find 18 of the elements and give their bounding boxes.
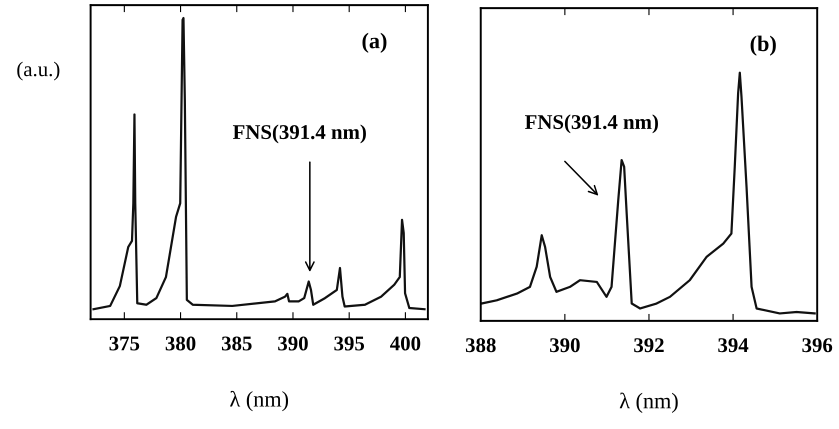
- text: (b): [750, 36, 776, 56]
- y-axis-title: (a.u.): [17, 62, 60, 81]
- x-tick-label: 385: [222, 336, 252, 351]
- x-tick-label: 388: [466, 338, 496, 352]
- annotation: FNS(391.4 nm): [232, 124, 366, 144]
- x-axis-title: λ (nm): [620, 392, 678, 413]
- x-tick-label: 400: [390, 336, 420, 351]
- x-axis-title: λ (nm): [230, 390, 288, 412]
- x-tick-label: 392: [634, 338, 664, 352]
- x-tick-label: 396: [802, 338, 832, 352]
- x-tick-label: 390: [278, 336, 308, 351]
- annotation: (a): [362, 32, 386, 53]
- x-tick-label: 394: [718, 338, 748, 352]
- x-tick-label: 380: [166, 336, 196, 351]
- x-tick-label: 395: [334, 336, 364, 351]
- x-tick-label: 375: [110, 336, 140, 351]
- x-tick-label: 390: [550, 338, 580, 352]
- annotation: FNS(391.4 nm): [525, 114, 658, 134]
